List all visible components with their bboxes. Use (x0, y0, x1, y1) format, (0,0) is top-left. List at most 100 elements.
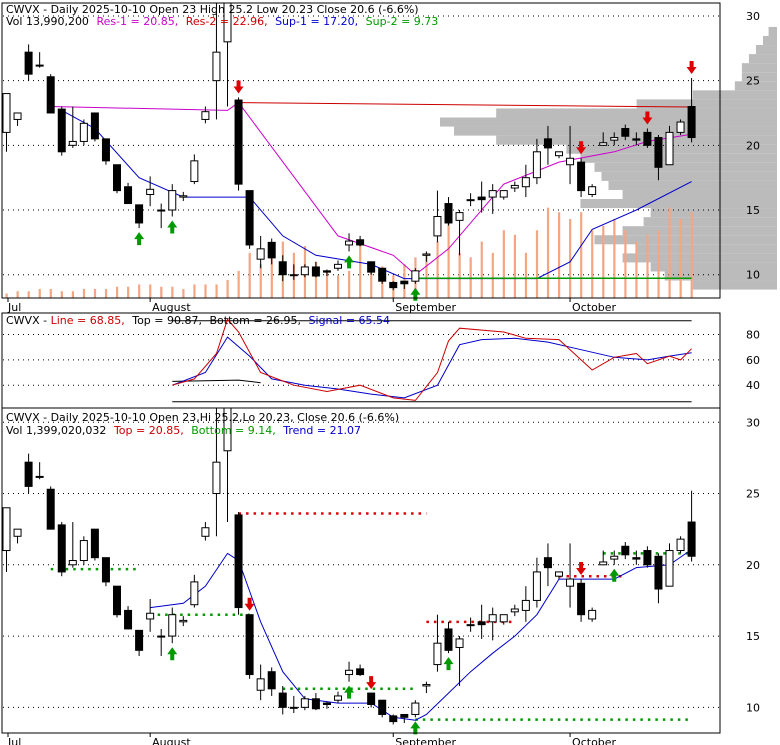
trend-candle-51 (566, 578, 575, 587)
trend-candle-15 (168, 614, 177, 637)
volume-bar-55 (613, 218, 616, 298)
profile-bar-20 (636, 99, 777, 109)
price-candle-50 (555, 151, 563, 157)
volume-bar-17 (193, 284, 196, 298)
y-tick-80: 80 (746, 329, 760, 342)
volume-bar-48 (535, 230, 539, 298)
trend-bottom-label: Bottom = 9.14, (191, 424, 276, 437)
price-candle-19 (212, 51, 221, 82)
price-candle-60 (665, 131, 674, 166)
volume-bar-57 (635, 241, 638, 298)
trend-candle-22 (245, 614, 254, 676)
price-candle-23 (256, 248, 265, 260)
trend-candle-60 (665, 550, 674, 587)
x-label-jul: Jul (7, 736, 21, 745)
trend-candle-28 (311, 698, 320, 710)
volume-bar-18 (204, 284, 207, 298)
price-up-arrow-31 (344, 255, 355, 269)
trend-candle-17 (190, 581, 199, 606)
trend-candle-8 (90, 528, 99, 559)
price-candle-12 (135, 204, 144, 224)
trend-candle-1 (13, 528, 22, 537)
price-candle-48 (532, 151, 541, 179)
trend-y-ticks: 10 15 20 25 30 (746, 416, 760, 714)
volume-bar-60 (668, 207, 671, 298)
trend-down-arrow-33 (366, 676, 377, 690)
profile-bar-21 (692, 90, 777, 100)
profile-bar-17 (454, 126, 777, 136)
trend-candle-55 (610, 555, 619, 560)
trend-x-labels: Jul August September October (7, 733, 617, 745)
volume-bar-52 (580, 212, 583, 298)
trend-candle-33 (367, 692, 376, 705)
price-candle-56 (621, 128, 630, 137)
sup1-label: Sup-1 = 17.20, (275, 15, 358, 28)
trend-candle-57 (632, 557, 641, 560)
trend-candle-23 (256, 678, 265, 691)
price-down-arrow-21 (233, 80, 244, 94)
oscillator-y-ticks: 40 60 80 (746, 329, 760, 393)
price-candle-27 (300, 266, 309, 276)
trend-candle-42 (466, 624, 475, 627)
price-panel-frame (1, 2, 721, 299)
volume-bar-56 (624, 230, 627, 298)
trend-panel-title: CWVX - Daily 2025-10-10 Open 23,Hi 25.2,… (6, 411, 399, 424)
price-candle-45 (499, 190, 508, 198)
trend-candle-41 (455, 638, 464, 648)
volume-bar-3 (38, 288, 41, 298)
y-tick-10: 10 (746, 701, 760, 714)
signal-label: Signal = 65.54 (309, 314, 391, 327)
price-candle-4 (46, 76, 55, 114)
profile-bar-9 (580, 199, 777, 209)
volume-bar-10 (116, 286, 119, 298)
oscillator-name: CWVX - (6, 314, 51, 327)
profile-bar-7 (643, 217, 777, 227)
trend-candle-49 (543, 557, 552, 569)
y-tick-25: 25 (746, 75, 760, 88)
volume-bar-31 (348, 270, 351, 298)
profile-bar-19 (496, 108, 777, 118)
volume-bar-2 (27, 291, 30, 298)
profile-bar-27 (762, 35, 777, 46)
volume-bar-46 (513, 234, 516, 298)
price-candle-31 (345, 240, 354, 246)
trend-candle-34 (378, 699, 387, 715)
price-candle-42 (466, 199, 475, 202)
trend-candle-25 (278, 692, 287, 708)
profile-bar-8 (650, 208, 777, 218)
volume-bar-33 (370, 264, 373, 298)
oscillator-panel: 40 60 80 CWVX - Line = 68.85, Top = 90.87,… (1, 312, 760, 409)
top-label: Top = 90.87, (131, 314, 202, 327)
trend-candle-11 (124, 609, 133, 630)
price-candle-21 (234, 99, 243, 185)
price-candle-8 (90, 112, 99, 140)
oscillator-legend: CWVX - Line = 68.85, Top = 90.87, Bottom… (6, 314, 390, 327)
volume-bar-0 (5, 293, 8, 298)
trend-down-arrow-22 (244, 597, 255, 611)
trend-candle-3 (35, 475, 44, 478)
volume-bar-9 (104, 288, 108, 298)
price-panel-title: CWVX - Daily 2025-10-10 Open 23 High 25.… (6, 3, 419, 16)
trend-candle-62 (687, 521, 696, 557)
trend-candle-24 (267, 671, 276, 690)
y-tick-30: 30 (746, 10, 760, 23)
volume-bar-53 (591, 230, 594, 298)
trend-candle-14 (157, 635, 166, 638)
price-candle-49 (543, 138, 552, 149)
profile-bar-25 (748, 54, 777, 64)
price-panel: 10 15 20 25 30 CWVX - Daily 2025-10-10 Open … (1, 2, 777, 314)
price-down-arrow-52 (576, 141, 587, 155)
trend-candle-35 (389, 715, 398, 723)
volume-bar-29 (325, 270, 329, 298)
price-candle-43 (477, 196, 486, 201)
profile-bar-3 (622, 253, 777, 263)
trend-candle-18 (201, 527, 210, 537)
volume-bar-50 (558, 212, 561, 298)
profile-bar-10 (622, 189, 777, 200)
trend-candle-45 (499, 614, 508, 623)
trend-candle-40 (444, 628, 453, 651)
trend-dotted-levels (50, 512, 692, 721)
trend-candle-53 (588, 609, 597, 620)
trend-candle-61 (676, 538, 685, 552)
